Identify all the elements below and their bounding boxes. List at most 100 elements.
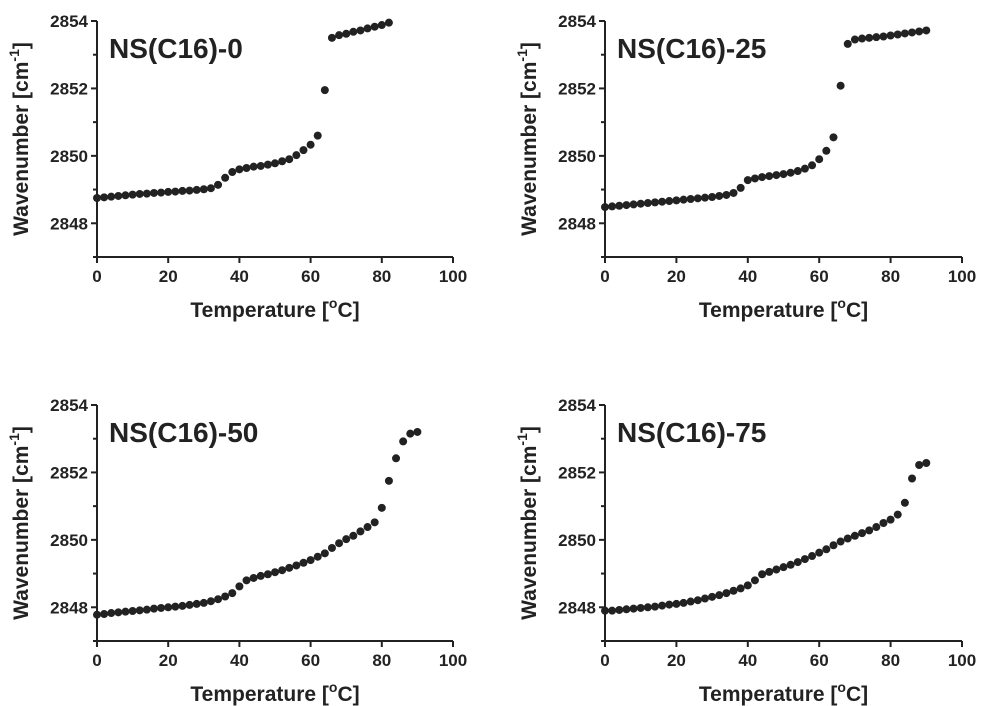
data-point xyxy=(228,589,237,598)
data-point xyxy=(413,427,422,436)
data-point xyxy=(850,35,859,44)
y-tick-label: 2852 xyxy=(558,463,596,482)
data-point xyxy=(292,151,301,160)
data-point xyxy=(335,31,344,40)
x-tick-label: 60 xyxy=(810,651,829,670)
data-point xyxy=(278,566,287,575)
data-point xyxy=(872,33,881,42)
y-axis-title: Wavenumber [cm-1] xyxy=(6,426,33,620)
y-axis-title: Wavenumber [cm-1] xyxy=(514,42,541,236)
data-point xyxy=(185,600,194,609)
data-point xyxy=(164,187,173,196)
y-tick-label: 2850 xyxy=(558,147,596,166)
x-tick-label: 80 xyxy=(881,651,900,670)
data-point xyxy=(256,571,265,580)
data-point xyxy=(299,146,308,155)
data-point xyxy=(843,39,852,48)
x-tick-label: 80 xyxy=(372,651,391,670)
data-point xyxy=(629,200,638,209)
data-point xyxy=(772,171,781,180)
data-point xyxy=(772,565,781,574)
data-point xyxy=(178,186,187,195)
data-point xyxy=(114,191,123,200)
data-point xyxy=(349,27,358,36)
data-point xyxy=(377,503,386,512)
chart-panel-0: 0 20 40 60 80 100 2848 2850 2852 2854 NS(C16)-0 Tem… xyxy=(6,12,467,322)
data-point xyxy=(715,191,724,200)
data-point xyxy=(128,190,137,199)
data-point xyxy=(135,189,144,198)
data-point xyxy=(399,437,408,446)
data-point xyxy=(679,195,688,204)
data-point xyxy=(836,537,845,546)
data-point xyxy=(915,27,924,36)
data-point xyxy=(800,555,809,564)
y-axis-title: Wavenumber [cm-1] xyxy=(6,42,33,236)
data-point xyxy=(922,458,931,467)
data-point xyxy=(363,523,372,532)
data-point xyxy=(622,201,631,210)
x-tick-label: 100 xyxy=(948,651,976,670)
data-point xyxy=(142,189,151,198)
data-point xyxy=(221,592,230,601)
y-tick-label: 2848 xyxy=(558,214,596,233)
data-point xyxy=(242,163,251,172)
y-tick-label: 2854 xyxy=(50,12,88,31)
data-point xyxy=(636,603,645,612)
x-tick-label: 0 xyxy=(92,267,101,286)
data-point xyxy=(363,24,372,33)
data-point xyxy=(271,159,279,168)
data-point xyxy=(693,194,702,203)
data-point xyxy=(915,461,924,470)
data-point xyxy=(693,596,702,605)
data-point xyxy=(686,597,695,606)
y-tick-label: 2848 xyxy=(50,598,88,617)
y-tick-label: 2854 xyxy=(558,396,596,415)
x-tick-label: 40 xyxy=(738,267,757,286)
data-point xyxy=(886,515,895,524)
data-point xyxy=(865,526,874,535)
data-point xyxy=(263,570,272,579)
data-point xyxy=(872,523,881,532)
data-point xyxy=(171,187,180,196)
data-point xyxy=(665,600,674,609)
data-point xyxy=(100,610,109,619)
data-point xyxy=(786,560,795,569)
data-point xyxy=(214,180,223,189)
y-tick-label: 2854 xyxy=(50,396,88,415)
y-tick-label: 2848 xyxy=(558,598,596,617)
data-point xyxy=(306,556,315,565)
data-point xyxy=(406,429,415,438)
panel-title: NS(C16)-25 xyxy=(617,33,766,64)
x-tick-label: 20 xyxy=(667,267,686,286)
data-point xyxy=(93,610,101,619)
data-point xyxy=(164,603,173,612)
data-point xyxy=(206,184,215,193)
data-point xyxy=(306,140,315,149)
data-point xyxy=(736,584,745,593)
chart-panel-3: 0 20 40 60 80 100 2848 2850 2852 2854 NS(C16)-75 Te… xyxy=(514,396,976,706)
data-point xyxy=(672,196,681,205)
y-tick-label: 2848 xyxy=(50,214,88,233)
data-point xyxy=(793,167,802,176)
data-point xyxy=(121,607,130,616)
data-point xyxy=(750,174,759,183)
data-point xyxy=(808,161,817,170)
data-point xyxy=(142,605,151,614)
data-point xyxy=(679,598,688,607)
data-point xyxy=(342,535,351,544)
data-point xyxy=(643,603,652,612)
data-point xyxy=(665,197,674,206)
data-point xyxy=(658,601,667,610)
data-point xyxy=(221,173,230,182)
data-point xyxy=(879,32,888,41)
data-point xyxy=(370,518,379,527)
data-point xyxy=(893,30,902,39)
data-point xyxy=(722,589,731,598)
data-point xyxy=(128,606,137,615)
x-axis-title: Temperature [oC] xyxy=(699,679,868,706)
data-point xyxy=(758,570,767,579)
data-point xyxy=(285,563,294,572)
y-tick-label: 2850 xyxy=(50,147,88,166)
